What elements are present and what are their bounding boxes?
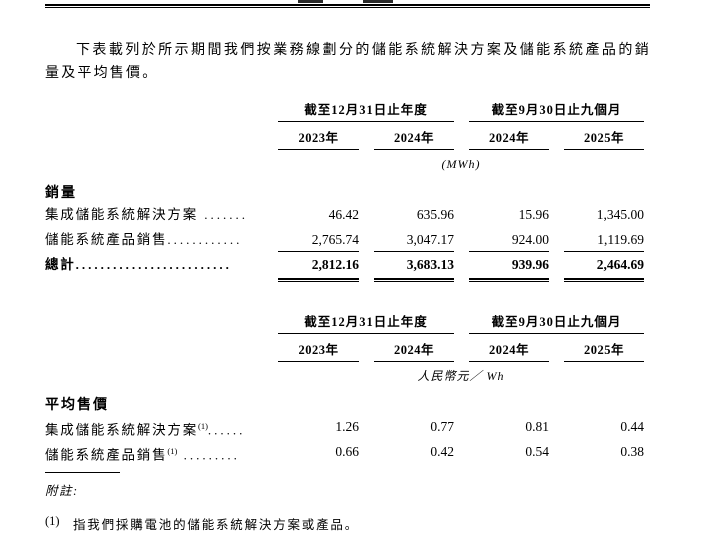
value-cell: 924.00: [469, 227, 549, 252]
header-spacer: [45, 100, 278, 122]
row-label-cell: 儲能系統產品銷售............: [45, 227, 278, 252]
year-header-row: 2023年 2024年 2024年 2025年: [45, 340, 644, 362]
unit-label: (MWh): [441, 157, 481, 171]
value-cell: 1,345.00: [596, 207, 644, 222]
group-header-nine-months: 截至9月30日止九個月: [469, 100, 644, 122]
header-spacer: [45, 312, 278, 334]
leader-dots: ......: [207, 422, 246, 438]
value-cell: 46.42: [328, 207, 359, 222]
year-header: 2023年: [278, 340, 359, 362]
year-header: 2025年: [564, 340, 644, 362]
value-cell: 2,765.74: [278, 227, 359, 252]
value-cell: 0.54: [525, 444, 549, 459]
value-cell: 0.38: [620, 444, 644, 459]
table-row-product-sales-asp: 儲能系統產品銷售(1) ......... 0.66 0.42 0.54 0.3…: [45, 439, 644, 464]
unit-row: 人民幣元／ Wh: [45, 362, 644, 388]
footnote-ref: (1): [198, 421, 208, 431]
footnote-item: (1) 指我們採購電池的儲能系統解決方案或產品。: [45, 514, 359, 533]
value-cell: 0.77: [430, 419, 454, 434]
row-label-cell: 總計.........................: [45, 252, 278, 277]
rule-spacer: [45, 277, 278, 282]
header-spacer: [45, 340, 278, 362]
row-label-total: 總計: [45, 257, 76, 272]
row-label-cell: 儲能系統產品銷售(1) .........: [45, 439, 278, 464]
footnotes-heading: 附註:: [45, 484, 79, 498]
year-header-row: 2023年 2024年 2024年 2025年: [45, 128, 644, 150]
section-row: 平均售價: [45, 388, 644, 414]
leader-dots: .........: [177, 447, 240, 463]
total-double-rule: [278, 277, 359, 282]
total-double-rule: [374, 277, 454, 282]
value-cell: 0.66: [335, 444, 359, 459]
sales-volume-table: 截至12月31日止年度 截至9月30日止九個月 2023年 2024年 2024…: [45, 100, 644, 282]
section-label-sales-volume: 銷量: [45, 186, 77, 201]
row-label: 儲能系統產品銷售: [45, 447, 168, 463]
group-header-year-ended: 截至12月31日止年度: [278, 312, 454, 334]
year-header: 2025年: [564, 128, 644, 150]
year-header: 2024年: [469, 340, 549, 362]
year-header: 2023年: [278, 128, 359, 150]
header-spacer: [45, 128, 278, 150]
group-header-year-ended: 截至12月31日止年度: [278, 100, 454, 122]
clipped-header-text-fragment: [363, 0, 393, 3]
total-double-rule-row: [45, 277, 644, 282]
year-header: 2024年: [469, 128, 549, 150]
unit-row: (MWh): [45, 150, 644, 176]
total-double-rule: [564, 277, 644, 282]
table-row-integrated-solutions-asp: 集成儲能系統解決方案(1)...... 1.26 0.77 0.81 0.44: [45, 414, 644, 439]
intro-paragraph: 下表載列於所示期間我們按業務線劃分的儲能系統解決方案及儲能系統產品的銷量及平均售…: [45, 43, 651, 81]
unit-label: 人民幣元／ Wh: [417, 369, 505, 383]
value-cell: 1,119.69: [564, 227, 644, 252]
total-value-cell: 2,812.16: [311, 257, 359, 272]
footnote-ref: (1): [167, 446, 178, 456]
rule-thick-line: [45, 4, 650, 6]
rule-thin-line: [45, 7, 650, 8]
row-label: 集成儲能系統解決方案: [45, 207, 198, 222]
row-label: 儲能系統產品銷售: [45, 232, 168, 247]
table-row-total: 總計......................... 2,812.16 3,6…: [45, 252, 644, 277]
table-row-product-sales: 儲能系統產品銷售............ 2,765.74 3,047.17 9…: [45, 227, 644, 252]
value-cell: 15.96: [518, 207, 549, 222]
leader-dots: .........................: [75, 257, 232, 272]
row-label-cell: 集成儲能系統解決方案(1)......: [45, 414, 278, 439]
footnote-marker: (1): [45, 514, 60, 528]
value-cell: 0.42: [430, 444, 454, 459]
value-cell: 0.81: [525, 419, 549, 434]
section-label-average-selling-price: 平均售價: [45, 398, 109, 413]
footnote-text: 指我們採購電池的儲能系統解決方案或產品。: [73, 518, 360, 532]
value-cell: 0.44: [620, 419, 644, 434]
value-cell: 3,047.17: [374, 227, 454, 252]
clipped-header-text-fragment: [298, 0, 323, 3]
page-header-rule: [45, 4, 650, 8]
year-header: 2024年: [374, 128, 454, 150]
total-value-cell: 939.96: [511, 257, 549, 272]
row-label-cell: 集成儲能系統解決方案 .......: [45, 202, 278, 227]
leader-dots: ............: [167, 232, 243, 247]
total-value-cell: 2,464.69: [596, 257, 644, 272]
section-row: 銷量: [45, 176, 644, 202]
period-group-header-row: 截至12月31日止年度 截至9月30日止九個月: [45, 100, 644, 122]
footnote-divider-rule: [45, 472, 120, 473]
period-group-header-row: 截至12月31日止年度 截至9月30日止九個月: [45, 312, 644, 334]
value-cell: 1.26: [335, 419, 359, 434]
total-double-rule: [469, 277, 549, 282]
table-row-integrated-solutions: 集成儲能系統解決方案 ....... 46.42 635.96 15.96 1,…: [45, 202, 644, 227]
total-value-cell: 3,683.13: [406, 257, 454, 272]
row-label: 集成儲能系統解決方案: [45, 422, 198, 438]
average-selling-price-table: 截至12月31日止年度 截至9月30日止九個月 2023年 2024年 2024…: [45, 312, 644, 464]
year-header: 2024年: [374, 340, 454, 362]
leader-dots: .......: [198, 207, 248, 222]
group-header-nine-months: 截至9月30日止九個月: [469, 312, 644, 334]
value-cell: 635.96: [416, 207, 454, 222]
